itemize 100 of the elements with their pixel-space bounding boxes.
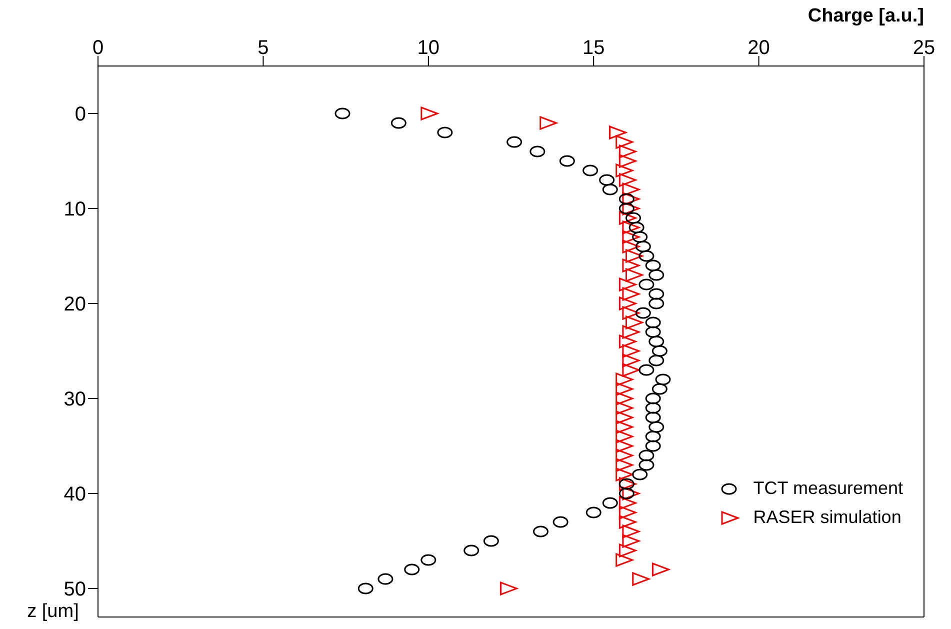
- point: [618, 173, 636, 187]
- point: [645, 260, 661, 272]
- x-tick-label: 10: [417, 37, 440, 59]
- y-tick-label: 10: [64, 198, 86, 221]
- point: [616, 439, 634, 453]
- point: [464, 544, 480, 556]
- point: [622, 202, 640, 216]
- point: [648, 269, 664, 281]
- point: [358, 582, 374, 594]
- point: [622, 325, 640, 339]
- x-axis-title: Charge [a.u.]: [808, 5, 924, 26]
- point: [645, 402, 661, 414]
- point: [632, 468, 648, 480]
- point: [616, 553, 634, 567]
- point: [530, 146, 546, 158]
- point: [622, 524, 640, 538]
- point: [616, 382, 634, 396]
- point: [618, 202, 634, 214]
- y-tick-label: 30: [64, 388, 86, 411]
- point: [616, 458, 634, 472]
- point: [334, 108, 350, 120]
- point: [626, 249, 643, 263]
- point: [616, 401, 634, 415]
- point: [622, 354, 640, 368]
- y-tick-label: 0: [74, 104, 86, 126]
- point: [616, 448, 634, 462]
- point: [618, 515, 636, 529]
- point: [635, 307, 651, 319]
- point: [390, 117, 406, 129]
- point: [616, 468, 634, 482]
- point: [618, 278, 636, 292]
- point: [616, 430, 634, 444]
- point: [616, 410, 634, 424]
- point: [652, 562, 670, 576]
- point: [648, 421, 664, 433]
- point: [616, 164, 634, 178]
- x-tick-label: 5: [258, 37, 269, 59]
- point: [626, 316, 643, 330]
- point: [618, 506, 636, 520]
- point: [618, 144, 636, 158]
- point: [602, 497, 618, 509]
- point: [638, 459, 654, 471]
- x-tick-label: 20: [748, 37, 770, 59]
- point: [648, 336, 664, 348]
- point: [638, 364, 654, 376]
- point: [638, 250, 654, 262]
- point: [622, 258, 640, 272]
- point: [540, 116, 558, 130]
- point: [437, 126, 453, 138]
- point: [645, 412, 661, 424]
- point: [645, 316, 661, 328]
- point: [618, 496, 636, 510]
- point: [586, 506, 602, 518]
- point: [622, 287, 640, 301]
- y-tick-label: 40: [64, 484, 86, 506]
- point: [652, 383, 668, 395]
- point: [618, 488, 634, 500]
- point: [652, 345, 668, 357]
- point: [622, 230, 640, 244]
- point: [648, 298, 664, 310]
- point: [559, 155, 575, 167]
- x-tick-label: 25: [912, 37, 936, 59]
- point: [616, 392, 634, 406]
- point: [648, 354, 664, 366]
- point: [532, 526, 548, 538]
- x-tick-label: 0: [92, 37, 104, 59]
- point: [622, 534, 640, 548]
- point: [645, 392, 661, 404]
- point: [618, 193, 634, 205]
- point: [622, 220, 640, 234]
- x-tick-label: 15: [582, 37, 605, 59]
- y-tick-label: 20: [64, 294, 86, 316]
- point: [618, 296, 636, 310]
- point: [378, 573, 394, 585]
- point: [420, 554, 436, 566]
- point: [616, 135, 634, 149]
- point: [483, 535, 499, 547]
- point: [506, 136, 522, 148]
- point: [616, 420, 634, 434]
- point: [622, 344, 640, 358]
- point: [645, 326, 661, 338]
- point: [632, 231, 648, 243]
- point: [622, 240, 640, 254]
- point: [622, 306, 640, 320]
- point: [638, 450, 654, 462]
- point: [618, 334, 636, 348]
- point: [622, 363, 640, 377]
- point: [599, 174, 615, 186]
- point: [638, 278, 654, 290]
- point: [645, 430, 661, 442]
- point: [582, 164, 598, 176]
- point: [552, 516, 568, 528]
- point: [645, 440, 661, 452]
- point: [648, 288, 664, 300]
- point: [622, 182, 640, 196]
- point: [626, 268, 643, 282]
- point: [655, 374, 671, 386]
- point: [626, 212, 641, 224]
- legend-label: RASER simulation: [753, 507, 902, 528]
- point: [622, 486, 640, 500]
